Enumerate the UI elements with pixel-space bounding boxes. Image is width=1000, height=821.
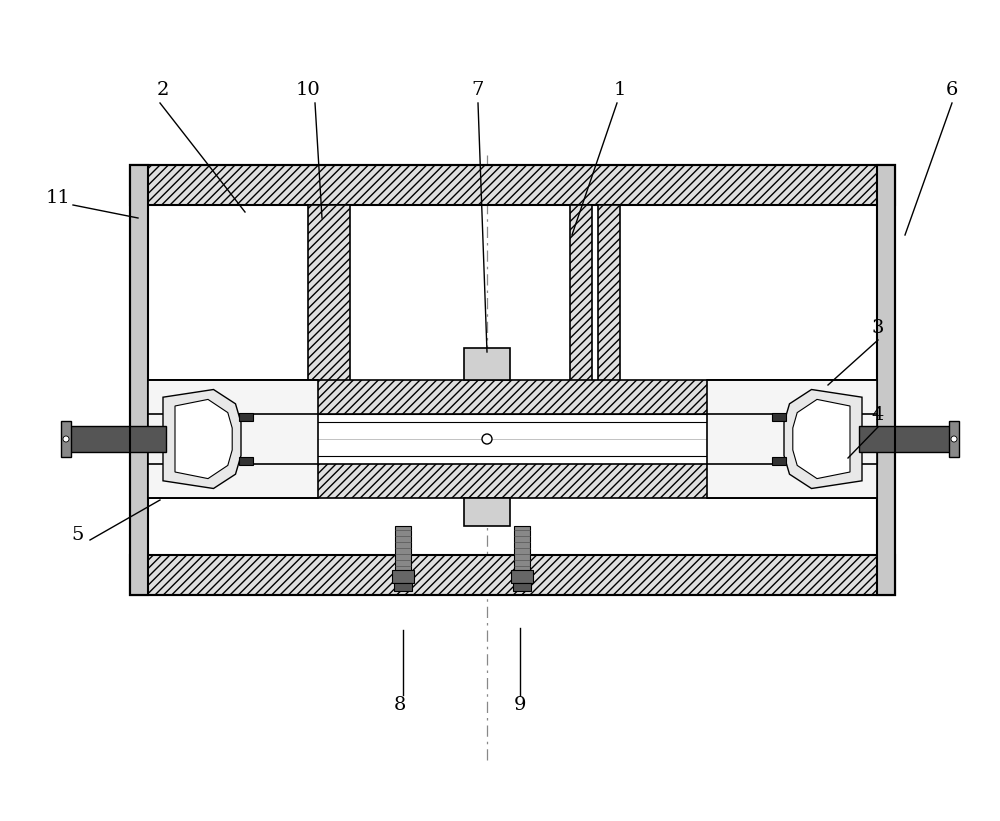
Text: 9: 9 (514, 696, 526, 714)
Polygon shape (793, 399, 850, 479)
Bar (148, 380, 877, 414)
Bar (394, 583, 412, 591)
Bar (570, 205, 592, 388)
Bar (464, 348, 510, 380)
Bar (130, 555, 895, 595)
Polygon shape (163, 389, 241, 488)
Bar (130, 165, 148, 595)
Bar (949, 421, 959, 457)
Text: 2: 2 (157, 81, 169, 99)
Text: 3: 3 (872, 319, 884, 337)
Bar (65, 426, 166, 452)
Circle shape (951, 436, 957, 442)
Circle shape (482, 434, 492, 444)
Bar (707, 380, 877, 498)
Bar (513, 583, 531, 591)
Bar (772, 413, 786, 421)
Bar (239, 457, 253, 465)
Text: 5: 5 (72, 526, 84, 544)
Text: 4: 4 (872, 406, 884, 424)
Bar (514, 526, 530, 574)
Bar (395, 526, 411, 574)
Bar (859, 426, 955, 452)
Bar (239, 413, 253, 421)
Polygon shape (784, 389, 862, 488)
Bar (148, 464, 877, 498)
Text: 8: 8 (394, 696, 406, 714)
Bar (464, 498, 510, 526)
Polygon shape (175, 399, 232, 479)
Bar (877, 165, 895, 595)
Bar (598, 205, 620, 388)
Text: 11: 11 (46, 189, 70, 207)
Bar (61, 421, 71, 457)
Bar (130, 165, 895, 595)
Bar (308, 205, 350, 388)
Bar (130, 165, 895, 205)
Bar (772, 457, 786, 465)
Text: 10: 10 (296, 81, 320, 99)
Text: 7: 7 (472, 81, 484, 99)
Bar (148, 414, 877, 464)
Text: 6: 6 (946, 81, 958, 99)
Circle shape (63, 436, 69, 442)
Bar (511, 570, 533, 583)
Bar (148, 380, 318, 498)
Bar (392, 570, 414, 583)
Text: 1: 1 (614, 81, 626, 99)
